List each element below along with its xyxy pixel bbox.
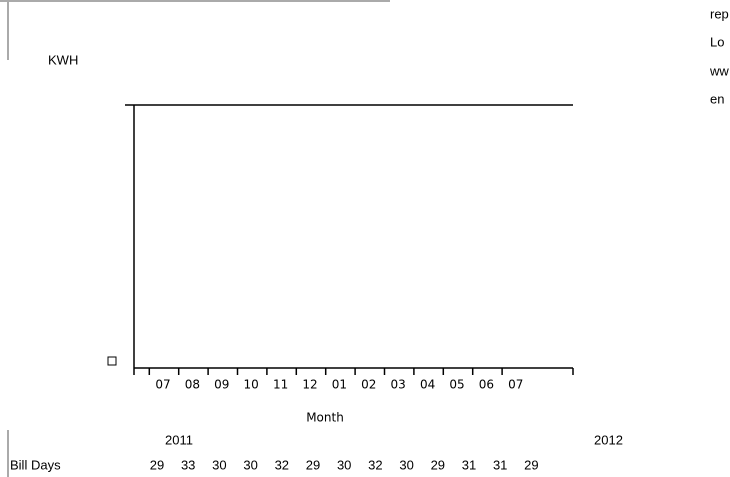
bill-days-value: 29 xyxy=(150,457,164,472)
bill-days-value: 31 xyxy=(462,457,476,472)
y-tick-glyph xyxy=(107,356,117,366)
bill-days-value: 29 xyxy=(306,457,320,472)
x-tick-label: 03 xyxy=(391,378,406,392)
x-tick-label: 07 xyxy=(508,378,523,392)
x-tick-label: 01 xyxy=(332,378,347,392)
y-axis-label: KWH xyxy=(48,52,78,67)
x-tick-label: 05 xyxy=(449,378,464,392)
bill-days-value: 31 xyxy=(493,457,507,472)
side-text: ww xyxy=(709,63,729,78)
bill-days-value: 30 xyxy=(337,457,351,472)
side-text: Lo xyxy=(710,34,724,49)
bill-days-value: 30 xyxy=(243,457,257,472)
x-axis-label: Month xyxy=(306,411,344,425)
bill-days-label: Bill Days xyxy=(10,457,61,472)
x-tick-label: 10 xyxy=(244,378,259,392)
x-tick-label: 11 xyxy=(273,378,288,392)
x-tick-label: 07 xyxy=(155,378,170,392)
x-tick-label: 02 xyxy=(361,378,376,392)
year-label: 2011 xyxy=(165,432,193,447)
x-tick-label: 08 xyxy=(185,378,200,392)
bill-days-value: 29 xyxy=(431,457,445,472)
x-tick-label: 12 xyxy=(302,378,317,392)
bill-days-value: 32 xyxy=(368,457,382,472)
bill-days-value: 33 xyxy=(181,457,195,472)
year-label: 2012 xyxy=(594,432,623,447)
x-tick-label: 09 xyxy=(214,378,229,392)
bill-days-value: 30 xyxy=(212,457,226,472)
x-tick-label: 06 xyxy=(479,378,494,392)
side-text: en xyxy=(710,91,724,106)
x-tick-label: 04 xyxy=(420,378,435,392)
bill-days-value: 30 xyxy=(399,457,413,472)
bill-days-value: 29 xyxy=(524,457,538,472)
bill-days-value: 32 xyxy=(275,457,289,472)
side-text: rep xyxy=(710,6,729,21)
